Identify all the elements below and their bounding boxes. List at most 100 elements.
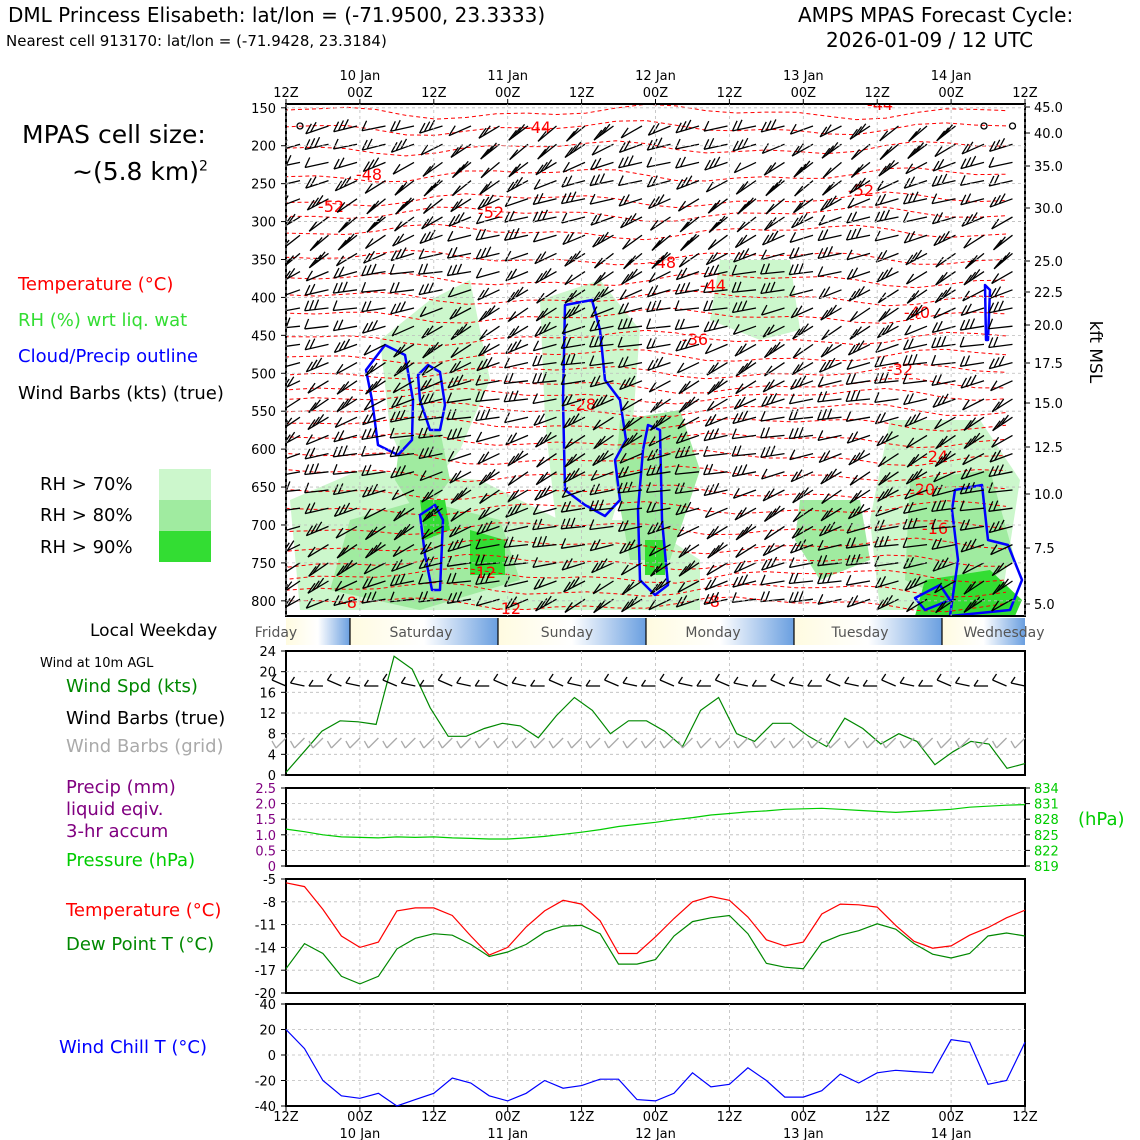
wind-barb-233 bbox=[963, 268, 985, 286]
wind-barb-417 bbox=[286, 416, 301, 428]
wind-barb-307 bbox=[849, 325, 871, 340]
wind-barb-181 bbox=[963, 234, 985, 249]
wind-barb-301 bbox=[674, 318, 700, 331]
wind-barb-200 bbox=[760, 249, 785, 261]
wind-barb-650 bbox=[991, 562, 1013, 577]
wind-barb-253 bbox=[789, 285, 814, 297]
wind-barb-553 bbox=[450, 507, 472, 522]
grid-wind-barb-18 bbox=[585, 737, 601, 749]
wind-barb-315 bbox=[333, 338, 358, 354]
wind-barb-702 bbox=[991, 598, 1013, 612]
wind-barb-655 bbox=[389, 573, 415, 587]
wind-speed-line bbox=[285, 655, 1026, 773]
cloud-outline-6 bbox=[948, 483, 1024, 616]
wind-barb-583 bbox=[560, 517, 586, 530]
bottom-hour-label-1: 12Z bbox=[273, 1110, 299, 1125]
wind-barb-618 bbox=[817, 539, 842, 551]
wind-barb-218 bbox=[534, 268, 557, 284]
grid-wind-barb-22 bbox=[659, 737, 675, 749]
legend-rh80: RH > 80% bbox=[40, 505, 133, 526]
pressure-label-13: 750 bbox=[251, 557, 276, 572]
pressure-label-7: 450 bbox=[251, 329, 276, 344]
wind-barb-258 bbox=[934, 286, 956, 304]
wind-barb-347 bbox=[504, 357, 529, 369]
wind-barb-52 bbox=[989, 138, 1013, 152]
wind-barb-348 bbox=[532, 354, 557, 367]
wind-barb-171 bbox=[680, 233, 700, 252]
wind-barb-452 bbox=[535, 431, 557, 448]
wind-barb-268 bbox=[478, 305, 500, 322]
wind-barb-226 bbox=[760, 263, 785, 275]
wind-barb-516 bbox=[878, 471, 899, 486]
wind-barb-353 bbox=[676, 362, 700, 374]
temp-contour-label-3: -48 bbox=[356, 165, 382, 184]
pressure-ytick-label-3: 828 bbox=[1034, 813, 1059, 828]
calm-barb-1 bbox=[296, 122, 304, 130]
top-hour-label-6: 00Z bbox=[643, 86, 669, 101]
surface-wind-barb-9 bbox=[419, 679, 434, 687]
wind-barb-209 bbox=[286, 268, 301, 281]
wind-barb-604 bbox=[419, 541, 443, 555]
top-day-label-4: 13 Jan bbox=[783, 69, 824, 84]
legend-wind: Wind Barbs (kts) (true) bbox=[18, 383, 224, 404]
pressure-label-5: 350 bbox=[251, 253, 276, 268]
wind-barb-557 bbox=[560, 501, 586, 513]
wind-barb-332 bbox=[820, 343, 842, 358]
grid-wind-barb-34 bbox=[881, 737, 897, 749]
wind-barb-123 bbox=[792, 198, 814, 214]
weekday-label: Local Weekday bbox=[90, 621, 218, 641]
wind-barb-592 bbox=[818, 521, 842, 537]
precip-panel-ytick-label-3: 1.5 bbox=[255, 813, 276, 828]
bottom-day-label-1: 10 Jan bbox=[340, 1127, 381, 1140]
wind-barb-493 bbox=[962, 453, 985, 466]
wind-barb-361 bbox=[902, 353, 928, 366]
wind-barb-350 bbox=[589, 355, 614, 367]
top-day-label-3: 12 Jan bbox=[635, 69, 676, 84]
wind-barb-677 bbox=[286, 595, 301, 608]
wind-barb-439 bbox=[904, 412, 928, 428]
weekday-wednesday: Wednesday bbox=[963, 625, 1044, 641]
surface-wind-barb-23 bbox=[677, 676, 693, 687]
wind-barb-394 bbox=[363, 398, 386, 411]
temp-contour-7 bbox=[286, 223, 1007, 241]
pressure-label-11: 650 bbox=[251, 481, 276, 496]
wind-barb-76 bbox=[932, 158, 956, 172]
wind-barb-476 bbox=[477, 451, 500, 465]
top-hour-label-7: 12Z bbox=[717, 86, 743, 101]
wind-barb-30 bbox=[361, 138, 386, 151]
wind-barb-224 bbox=[703, 264, 728, 278]
wind-barb-642 bbox=[761, 556, 785, 571]
surface-wind-barb-30 bbox=[807, 679, 822, 687]
wind-barb-621 bbox=[902, 537, 928, 549]
wind-barb-235 bbox=[286, 289, 301, 296]
wind-barb-134 bbox=[366, 215, 386, 233]
wind-barb-520 bbox=[988, 464, 1013, 478]
wind-barb-441 bbox=[963, 416, 985, 431]
wind-barb-73 bbox=[850, 161, 871, 178]
wind-barb-327 bbox=[675, 337, 700, 352]
wind-barb-610 bbox=[589, 539, 614, 552]
bottom-hour-label-3: 12Z bbox=[421, 1110, 447, 1125]
wind-barb-115 bbox=[560, 191, 586, 205]
wind-barb-438 bbox=[874, 412, 899, 425]
wind-barb-206 bbox=[935, 252, 956, 268]
wind-barb-518 bbox=[933, 471, 956, 483]
wind-barb-264 bbox=[361, 300, 386, 313]
wind-barb-12 bbox=[593, 123, 614, 141]
wind-barb-515 bbox=[849, 471, 871, 486]
surface-wind-barb-31 bbox=[825, 673, 841, 687]
wind-barb-126 bbox=[874, 193, 899, 207]
grid-wind-barb-11 bbox=[456, 737, 472, 749]
wind-barb-660 bbox=[533, 577, 557, 590]
wind-barb-325 bbox=[617, 336, 643, 348]
wind-barb-622 bbox=[931, 537, 956, 550]
wind-barb-451 bbox=[505, 432, 529, 446]
wind-barb-21 bbox=[849, 123, 871, 140]
wind-barb-359 bbox=[846, 359, 871, 371]
top-hour-label-3: 12Z bbox=[421, 86, 447, 101]
wind-barb-300 bbox=[646, 318, 671, 330]
wind-barb-250 bbox=[703, 282, 728, 294]
pressure-ytick-label-1: 834 bbox=[1034, 782, 1059, 797]
wind-barb-144 bbox=[649, 216, 671, 231]
